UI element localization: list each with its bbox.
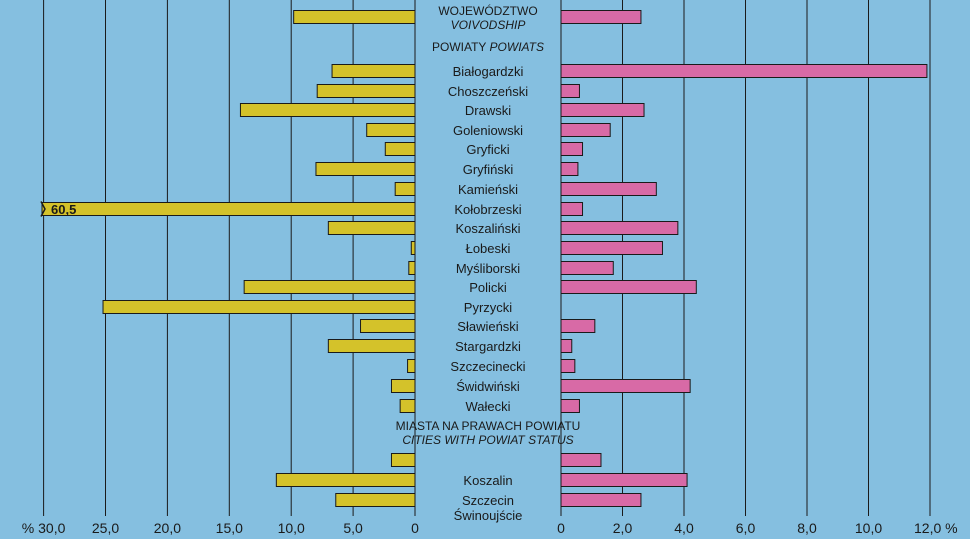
left-bar: [408, 261, 416, 275]
right-bar: [560, 399, 580, 413]
right-bar: [560, 261, 614, 275]
left-tick-label: 15,0: [216, 520, 243, 536]
left-bar: [243, 280, 416, 294]
row-label: Sławieński: [457, 319, 519, 334]
row-label: Gryfiński: [463, 162, 514, 177]
row-label: Świnoujście: [454, 508, 523, 523]
right-bar: [560, 202, 584, 216]
row-label: Myśliborski: [456, 261, 520, 276]
right-bar: [560, 453, 602, 467]
row-label: Koszaliński: [455, 221, 520, 236]
right-bar: [560, 162, 579, 176]
left-bar: [327, 339, 416, 353]
left-bar: [407, 359, 416, 373]
right-tick-label: 8,0: [797, 520, 817, 536]
left-bar: [275, 473, 416, 487]
right-bar: [560, 103, 645, 117]
right-bar: [560, 221, 679, 235]
overflow-value-label: 60,5: [51, 202, 76, 217]
right-tick-label: 10,0: [855, 520, 882, 536]
left-bar: [410, 241, 416, 255]
section-label-en: CITIES WITH POWIAT STATUS: [402, 433, 573, 447]
left-tick-label: 20,0: [154, 520, 181, 536]
row-label: Kamieński: [458, 182, 518, 197]
row-label: Stargardzki: [455, 339, 521, 354]
left-bar: [399, 399, 416, 413]
right-tick-label: 0: [557, 520, 565, 536]
right-bar: [560, 84, 580, 98]
left-tick-label: 0: [411, 520, 419, 536]
left-bar: [327, 221, 416, 235]
row-label: Szczecin: [462, 493, 514, 508]
left-bar: [102, 300, 416, 314]
left-bar: [41, 202, 416, 216]
left-bar: [239, 103, 416, 117]
left-bar: [394, 182, 416, 196]
left-bar: [360, 319, 416, 333]
left-bar: [315, 162, 416, 176]
left-tick-label: 25,0: [92, 520, 119, 536]
right-bar: [560, 241, 663, 255]
row-label: Goleniowski: [453, 123, 523, 138]
right-bar: [560, 64, 928, 78]
section-label: WOJEWÓDZTWO: [438, 3, 537, 18]
row-label: Choszczeński: [448, 84, 528, 99]
right-tick-label: 6,0: [736, 520, 756, 536]
left-tick-label: 10,0: [278, 520, 305, 536]
row-label: Łobeski: [466, 241, 511, 256]
section-label: POWIATY POWIATS: [432, 40, 544, 54]
left-bar: [335, 493, 416, 507]
section-label: MIASTA NA PRAWACH POWIATU: [396, 419, 581, 433]
section-label-en: VOIVODSHIP: [451, 18, 526, 32]
right-tick-label: 2,0: [613, 520, 633, 536]
row-label: Kołobrzeski: [454, 202, 521, 217]
right-bar: [560, 123, 611, 137]
left-bar: [384, 142, 416, 156]
right-bar: [560, 339, 573, 353]
right-bar: [560, 319, 596, 333]
row-label: Koszalin: [463, 473, 512, 488]
left-bar: [366, 123, 416, 137]
break-mark: [40, 201, 46, 217]
right-tick-label: 4,0: [674, 520, 694, 536]
right-bar: [560, 493, 642, 507]
axis-ticks: % 30,0 25,0 20,0 15,0 10,0 5,0 0 0 2,0 4,0 6,0 8,0 1…: [22, 520, 958, 536]
left-bar: [390, 453, 416, 467]
left-tick-label: 5,0: [343, 520, 363, 536]
row-label: Świdwiński: [456, 379, 520, 394]
right-bar: [560, 10, 642, 24]
right-bar: [560, 142, 584, 156]
right-bar: [560, 473, 688, 487]
left-bar: [316, 84, 416, 98]
left-bar: [390, 379, 416, 393]
row-label: Wałecki: [465, 399, 510, 414]
right-bar: [560, 280, 697, 294]
right-tick-label: 12,0 %: [914, 520, 958, 536]
bars: 60,5: [40, 10, 928, 507]
right-bar: [560, 182, 657, 196]
right-bar: [560, 379, 691, 393]
row-label: Drawski: [465, 103, 511, 118]
left-tick-label: % 30,0: [22, 520, 66, 536]
right-bar: [560, 359, 576, 373]
row-label: Pyrzycki: [464, 300, 513, 315]
left-bar: [293, 10, 416, 24]
row-label: Szczecinecki: [450, 359, 525, 374]
left-bar: [331, 64, 416, 78]
row-label: Białogardzki: [453, 64, 524, 79]
row-label: Gryficki: [466, 142, 509, 157]
row-label: Policki: [469, 280, 507, 295]
